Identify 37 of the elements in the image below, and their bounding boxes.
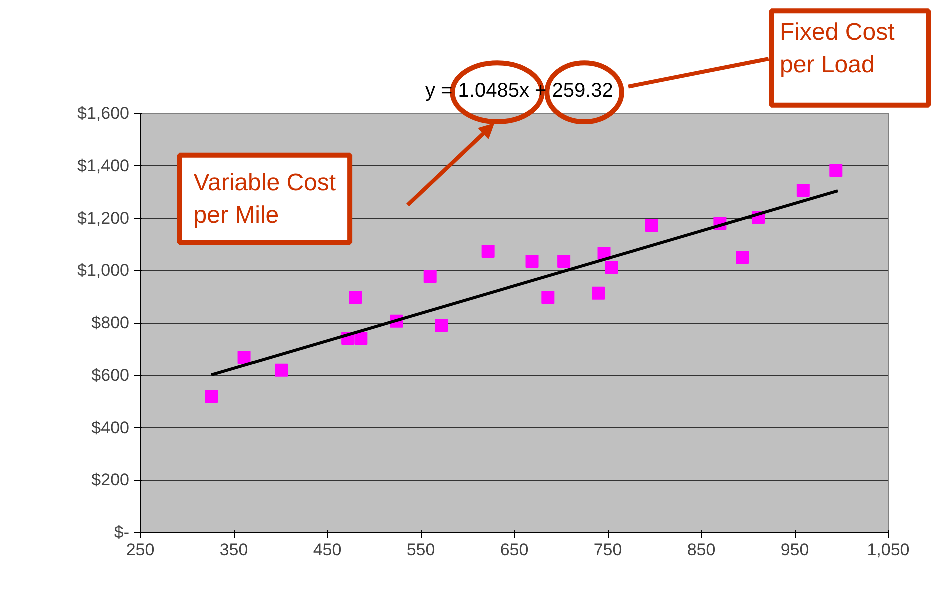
point bbox=[424, 270, 437, 284]
point bbox=[645, 219, 658, 232]
point bbox=[275, 364, 288, 377]
y-tick-label: $- bbox=[114, 523, 130, 542]
point bbox=[796, 184, 810, 197]
x-tick-label: 950 bbox=[780, 540, 810, 560]
annotation: Variable Cost per Mile bbox=[194, 169, 336, 229]
point bbox=[592, 286, 606, 300]
x-tick-label: 1,050 bbox=[867, 540, 910, 560]
y-tick-label: $1,600 bbox=[78, 104, 130, 123]
point bbox=[435, 319, 448, 332]
text: Fixed Cost per Load bbox=[780, 19, 896, 79]
point bbox=[605, 260, 618, 274]
x-tick-label: 550 bbox=[406, 540, 436, 560]
y-tick-label: $1,000 bbox=[78, 261, 130, 280]
x-tick-label: 750 bbox=[594, 540, 622, 560]
y-tick-label: $200 bbox=[92, 470, 130, 490]
point bbox=[542, 291, 555, 304]
y-tick-label: $800 bbox=[92, 314, 130, 332]
point bbox=[482, 245, 495, 258]
point bbox=[736, 251, 750, 264]
y-tick-label: $1,400 bbox=[78, 156, 130, 176]
point bbox=[349, 291, 362, 304]
x-tick-label: 450 bbox=[313, 540, 342, 560]
point bbox=[205, 390, 218, 404]
y-tick-label: $400 bbox=[92, 418, 130, 438]
point bbox=[558, 254, 571, 268]
point bbox=[238, 351, 251, 364]
x-tick-label: 350 bbox=[220, 540, 248, 560]
x-tick-label: 850 bbox=[687, 540, 716, 560]
point bbox=[526, 254, 539, 268]
x-tick-label: 250 bbox=[126, 540, 155, 560]
point bbox=[354, 332, 368, 345]
x-tick-label: 650 bbox=[500, 540, 529, 560]
y-tick-label: $1,200 bbox=[78, 208, 130, 228]
point bbox=[830, 164, 843, 178]
y-tick-label: $600 bbox=[92, 366, 130, 385]
